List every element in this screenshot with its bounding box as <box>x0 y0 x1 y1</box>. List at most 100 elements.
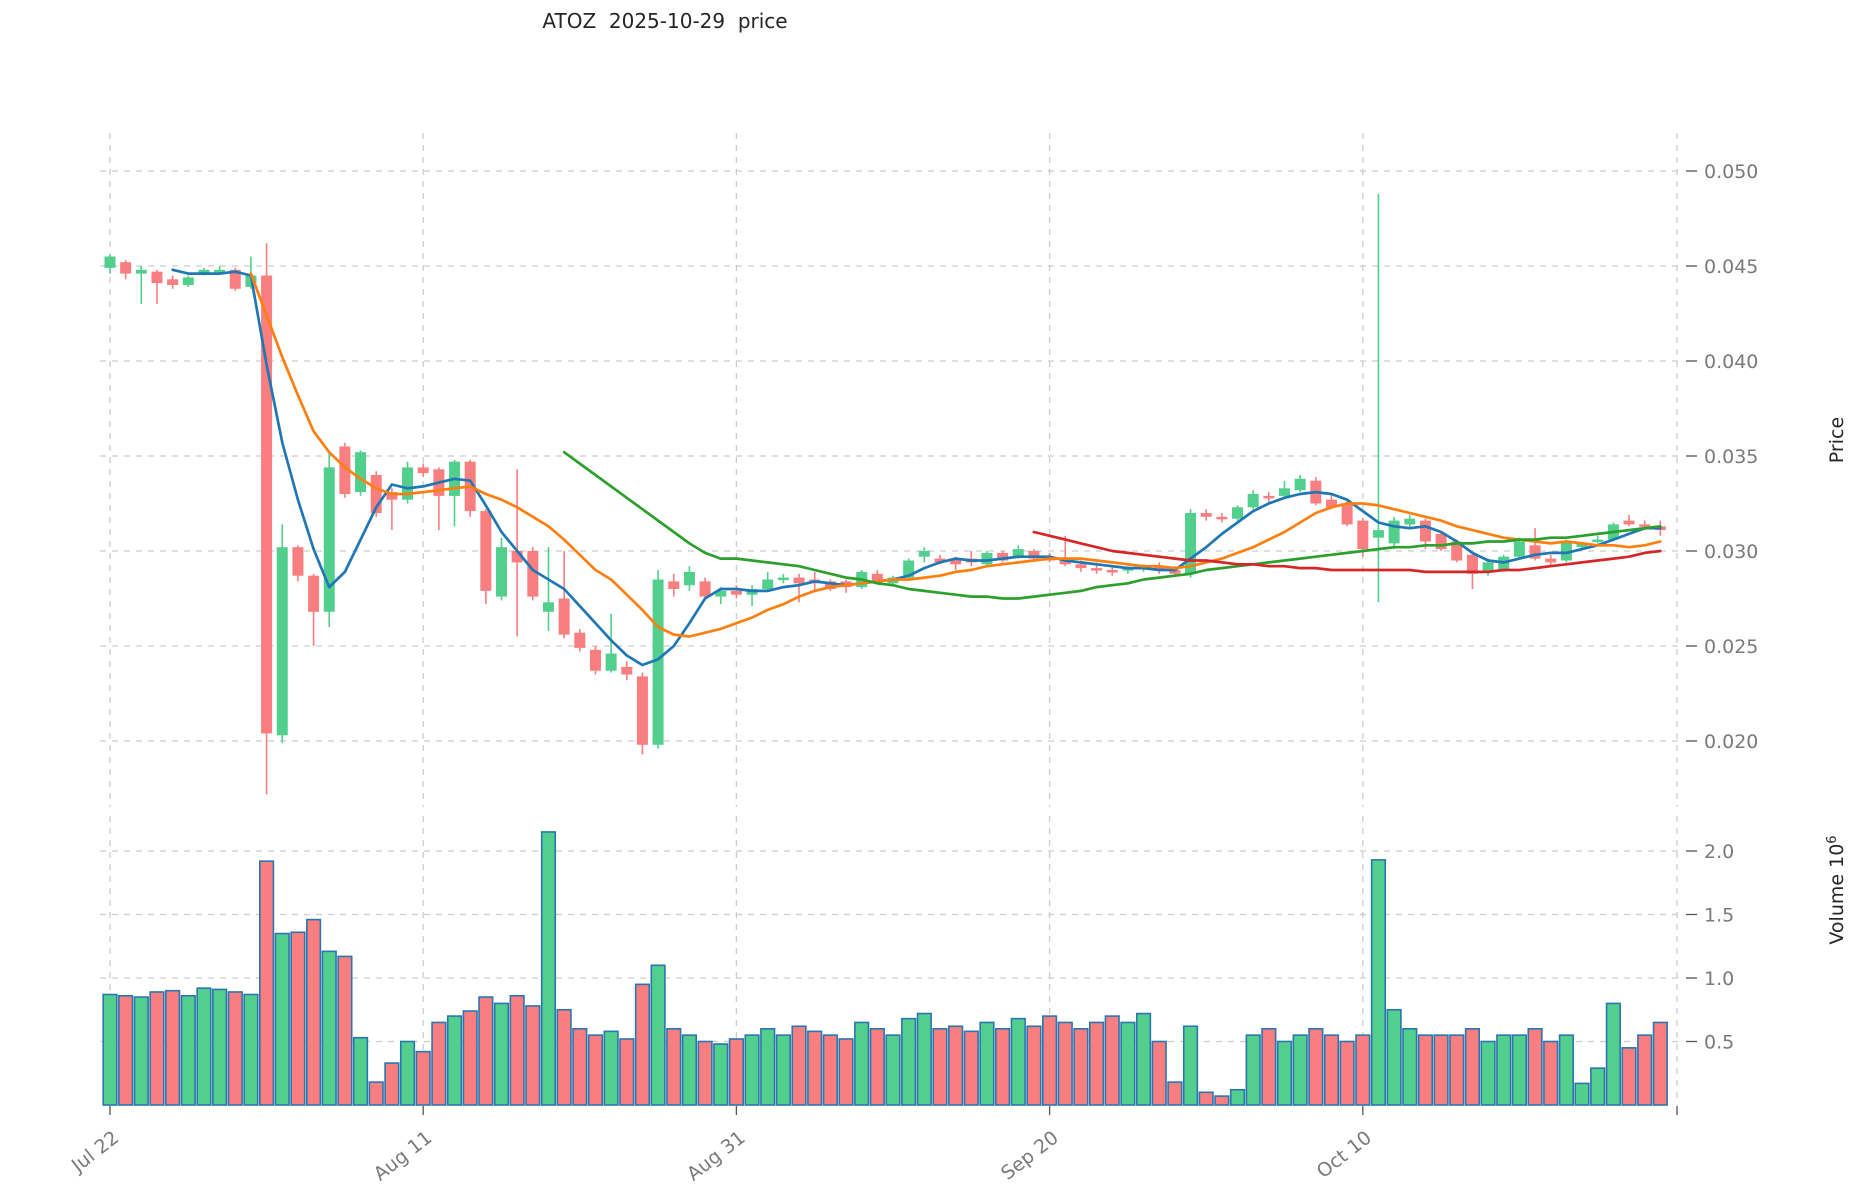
candle-body <box>1169 570 1181 574</box>
candle-body <box>981 552 993 565</box>
candle-body <box>1435 533 1447 550</box>
volume-bar <box>838 1038 854 1106</box>
volume-bar <box>1010 1017 1026 1106</box>
volume-bar <box>180 994 196 1106</box>
volume-bar <box>462 1010 478 1106</box>
volume-tick-label: 0.5 <box>1704 1032 1734 1054</box>
volume-bar <box>493 1002 510 1106</box>
candle-body <box>1106 570 1118 573</box>
volume-bar <box>1026 1025 1042 1106</box>
candle-body <box>574 632 586 648</box>
candle-body <box>276 547 288 736</box>
candle-body <box>1279 488 1290 496</box>
candle-body <box>558 598 570 635</box>
volume-bar <box>290 931 306 1106</box>
candle-body <box>151 271 163 284</box>
volume-bar <box>572 1028 588 1106</box>
candle-body <box>135 269 147 274</box>
volume-bar <box>728 1038 744 1106</box>
candle-body <box>1341 503 1353 525</box>
candle-body <box>793 577 805 584</box>
volume-bar <box>619 1038 635 1106</box>
candle-body <box>402 467 414 500</box>
candle-body <box>824 581 836 589</box>
volume-bar <box>775 1034 791 1106</box>
volume-bars-group <box>102 831 1668 1106</box>
candle-body <box>1513 541 1525 557</box>
volume-bar <box>525 1005 541 1106</box>
candle-body <box>496 547 507 597</box>
candle-body <box>1639 524 1651 527</box>
candle-body <box>1012 549 1024 557</box>
price-tick-label: 0.035 <box>1704 446 1758 468</box>
candle-body <box>1576 543 1588 548</box>
volume-bar <box>431 1021 447 1106</box>
volume-bar <box>979 1021 995 1106</box>
candle-body <box>762 579 774 589</box>
volume-bar <box>634 983 651 1106</box>
volume-bar <box>1637 1034 1653 1106</box>
volume-bar <box>1042 1015 1058 1106</box>
price-tick-label: 0.050 <box>1704 161 1758 183</box>
candle-body <box>1388 520 1400 544</box>
ma60-line <box>1032 530 1662 574</box>
volume-bar <box>1558 1034 1574 1106</box>
candle-body <box>261 275 273 734</box>
candle-body <box>934 558 946 563</box>
candle-body <box>1529 545 1541 559</box>
volume-bar <box>1543 1040 1559 1106</box>
volume-bar <box>603 1030 619 1106</box>
volume-bar <box>165 989 181 1106</box>
volume-bar <box>1182 1025 1199 1106</box>
volume-bar <box>807 1030 823 1106</box>
candle-body <box>1560 541 1572 561</box>
volume-bar <box>415 1050 431 1106</box>
volume-bar <box>1088 1021 1105 1106</box>
volume-bar <box>587 1034 604 1106</box>
volume-bar <box>681 1034 698 1106</box>
candle-body <box>198 269 210 274</box>
candle-body <box>355 452 367 493</box>
candle-body <box>292 547 304 576</box>
volume-bar <box>1198 1091 1214 1106</box>
candle-body <box>777 577 789 581</box>
volume-bar <box>212 988 228 1106</box>
candle-body <box>730 590 742 595</box>
volume-bar <box>227 991 243 1106</box>
candle-body <box>997 552 1009 561</box>
volume-bar <box>854 1021 870 1106</box>
volume-bar <box>1433 1034 1449 1106</box>
price-axis-label: Price <box>1826 417 1848 463</box>
candle-body <box>1466 554 1478 574</box>
volume-bar <box>305 918 322 1106</box>
volume-bar <box>384 1062 400 1106</box>
ma10-line <box>249 272 1662 638</box>
price-tick-label: 0.025 <box>1704 636 1758 658</box>
volume-axis-label: Volume 106 <box>1825 835 1848 944</box>
candle-body <box>308 575 320 612</box>
volume-bar <box>196 987 212 1106</box>
volume-bar <box>1214 1095 1230 1106</box>
moving-averages-group <box>171 268 1662 667</box>
candle-body <box>339 446 351 494</box>
candle-body <box>511 551 523 563</box>
candle-body <box>1357 520 1369 550</box>
candle-body <box>605 653 617 671</box>
x-tick-label: Jul 22 <box>67 1127 123 1178</box>
candle-body <box>1200 513 1212 517</box>
candle-body <box>182 277 194 285</box>
volume-bar <box>399 1040 416 1106</box>
volume-bar <box>509 994 525 1106</box>
candle-body <box>1545 558 1557 563</box>
volume-bar <box>118 994 134 1106</box>
volume-bar <box>1151 1040 1167 1106</box>
volume-bar <box>822 1034 838 1106</box>
candle-body <box>386 492 398 500</box>
volume-bar <box>1464 1028 1481 1106</box>
candles-group <box>104 193 1666 795</box>
volume-bar <box>650 964 666 1106</box>
volume-bar <box>556 1008 572 1106</box>
volume-bar <box>149 991 165 1106</box>
volume-bar <box>1511 1034 1527 1106</box>
volume-bar <box>1605 1002 1621 1106</box>
